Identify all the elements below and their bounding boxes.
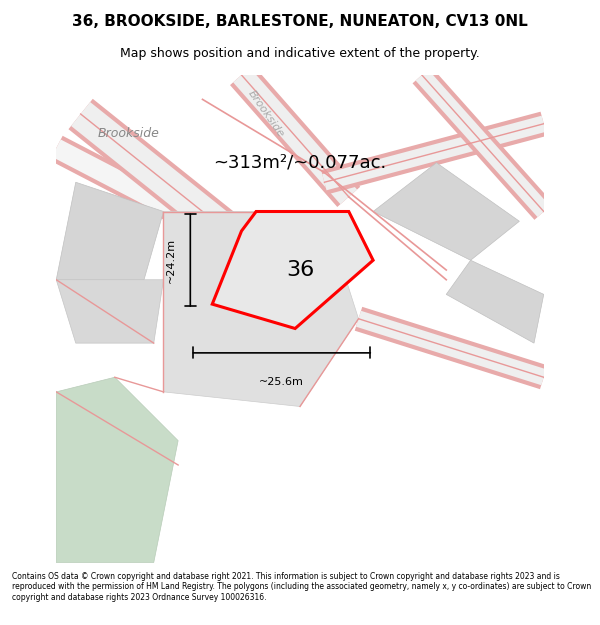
Polygon shape (56, 280, 163, 343)
Polygon shape (56, 378, 178, 562)
Text: Contains OS data © Crown copyright and database right 2021. This information is : Contains OS data © Crown copyright and d… (12, 572, 591, 602)
Polygon shape (212, 211, 373, 329)
Polygon shape (446, 260, 544, 343)
Text: 36, BROOKSIDE, BARLESTONE, NUNEATON, CV13 0NL: 36, BROOKSIDE, BARLESTONE, NUNEATON, CV1… (72, 14, 528, 29)
Text: Brookside: Brookside (246, 89, 286, 139)
Polygon shape (163, 211, 359, 406)
Polygon shape (56, 182, 163, 280)
Text: 36: 36 (286, 260, 314, 280)
Polygon shape (373, 162, 520, 260)
Text: ~313m²/~0.077ac.: ~313m²/~0.077ac. (214, 154, 386, 172)
Text: ~24.2m: ~24.2m (166, 238, 176, 282)
Text: Brookside: Brookside (98, 127, 160, 140)
Text: ~25.6m: ~25.6m (259, 377, 304, 387)
Text: Map shows position and indicative extent of the property.: Map shows position and indicative extent… (120, 48, 480, 61)
